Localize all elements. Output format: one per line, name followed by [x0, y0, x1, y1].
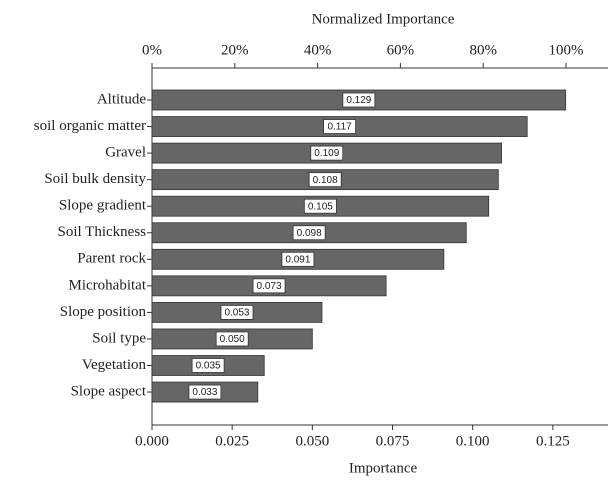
value-label-box [323, 119, 356, 134]
value-label: 0.105 [308, 201, 333, 212]
y-tick-label: Soil Thickness [58, 224, 147, 240]
value-label-box [292, 225, 326, 241]
x-tick-label: 0.100 [456, 433, 490, 449]
x-tick-label: 0.000 [135, 433, 169, 449]
y-tick-label: Slope position [60, 304, 147, 320]
value-label-box [281, 251, 315, 267]
y-tick-label: Slope aspect [71, 383, 147, 399]
x2-tick-label: 80% [469, 42, 497, 58]
value-label: 0.108 [313, 175, 338, 186]
y-tick-label: Parent rock [77, 251, 146, 267]
value-label-box [191, 358, 225, 373]
x-axis-title: Importance [349, 460, 418, 476]
value-label: 0.073 [257, 281, 282, 292]
value-label: 0.129 [346, 95, 371, 106]
value-label: 0.053 [224, 308, 249, 319]
value-label-box [310, 145, 344, 161]
value-label: 0.050 [220, 334, 245, 345]
value-label: 0.035 [196, 361, 221, 372]
x2-axis-title: Normalized Importance [312, 11, 455, 27]
value-label-box [220, 304, 254, 320]
x2-tick-label: 20% [221, 42, 249, 58]
value-label: 0.109 [314, 148, 339, 159]
y-tick-label: Soil bulk density [44, 171, 146, 187]
value-label-box [252, 278, 286, 294]
y-tick-label: Altitude [97, 91, 147, 107]
y-tick-label: soil organic matter [34, 118, 146, 134]
x-tick-label: 0.075 [376, 433, 410, 449]
y-tick-label: Soil type [92, 330, 146, 346]
value-label-box [188, 384, 222, 400]
x2-tick-label: 100% [549, 42, 584, 58]
value-label-box [308, 172, 342, 188]
value-label: 0.033 [192, 387, 217, 398]
x-tick-label: 0.025 [215, 433, 249, 449]
y-tick-label: Vegetation [82, 357, 147, 373]
x2-tick-label: 60% [387, 42, 415, 58]
y-tick-label: Microhabitat [69, 277, 147, 293]
value-label: 0.117 [327, 122, 352, 133]
x2-tick-label: 40% [304, 42, 332, 58]
x-tick-label: 0.125 [536, 433, 570, 449]
value-label: 0.098 [297, 228, 322, 239]
y-tick-label: Gravel [105, 145, 146, 161]
value-label-box [342, 92, 376, 108]
y-tick-label: Slope gradient [59, 198, 147, 214]
value-label: 0.091 [285, 254, 310, 265]
x-tick-label: 0.050 [295, 433, 329, 449]
x2-tick-label: 0% [142, 42, 162, 58]
value-label-box [215, 331, 249, 347]
value-label-box [303, 198, 337, 214]
